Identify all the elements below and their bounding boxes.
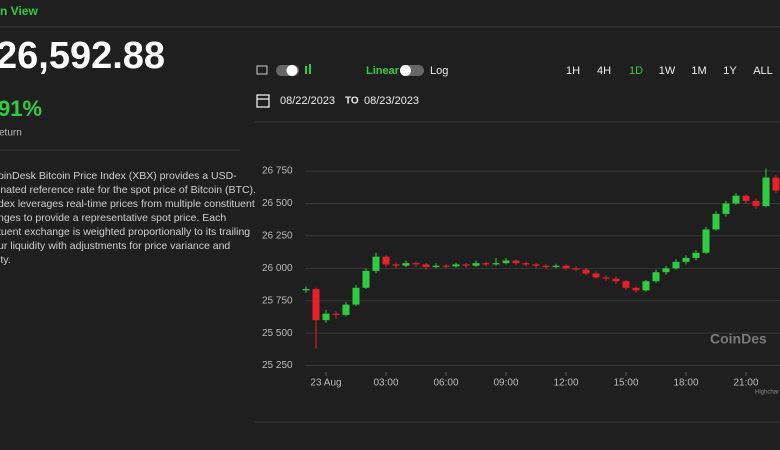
x-tick-label: 15:00	[613, 378, 638, 389]
candle-body	[562, 265, 570, 269]
candle-body	[742, 195, 750, 201]
y-tick-label: 26 000	[262, 263, 293, 274]
range-button[interactable]: 1H	[566, 65, 580, 77]
candle-body	[722, 203, 730, 214]
candle-body	[442, 265, 450, 267]
candle-body	[712, 213, 720, 230]
candle-body	[652, 272, 660, 282]
candle-body	[642, 281, 650, 291]
candle-body	[532, 264, 540, 266]
candle-body	[392, 264, 400, 266]
description: oinDesk Bitcoin Price Index (XBX) provid…	[0, 170, 256, 266]
x-tick-label: 06:00	[433, 378, 458, 389]
description-line: ity.	[0, 254, 11, 266]
x-tick-label: 03:00	[373, 378, 398, 389]
x-tick-label: 21:00	[733, 378, 758, 389]
range-buttons: 1H 4H 1D 1W 1M 1Y ALL	[566, 65, 773, 77]
description-line: inated reference rate for the spot price…	[0, 184, 256, 196]
candle-body	[572, 268, 580, 270]
y-tick-label: 25 750	[262, 295, 293, 306]
x-tick-label: 18:00	[673, 378, 698, 389]
candle-body	[752, 200, 760, 207]
candle-body	[482, 263, 490, 265]
x-tick-label: 23 Aug	[310, 378, 341, 389]
date-to[interactable]: 08/23/2023	[364, 95, 419, 107]
description-line: dex leverages real-time prices from mult…	[0, 198, 255, 210]
candle-body	[352, 287, 360, 305]
candle-body	[492, 263, 500, 265]
description-line: ur liquidity with adjustments for price …	[0, 240, 230, 252]
view-tab[interactable]: n View	[0, 4, 38, 18]
price: 26,592.88	[0, 35, 165, 77]
candle-body	[312, 289, 320, 321]
candle-body	[732, 195, 740, 204]
change-label: eturn	[0, 128, 22, 139]
description-line: nges to provide a representative spot pr…	[0, 212, 226, 224]
candle-body	[422, 264, 430, 268]
candle-body	[762, 177, 770, 207]
watermark: CoinDes	[710, 331, 767, 347]
description-line: oinDesk Bitcoin Price Index (XBX) provid…	[0, 170, 237, 182]
candle-body	[402, 263, 410, 266]
candle-body	[662, 268, 670, 273]
candle-body	[682, 257, 690, 262]
candlestick-chart: 26 750 26 500 26 250 26 000 25 750 25 500 25 2…	[262, 166, 780, 396]
scale-linear[interactable]: Linear	[366, 65, 400, 77]
y-tick-label: 25 500	[262, 328, 293, 339]
y-tick-label: 26 250	[262, 231, 293, 242]
date-from[interactable]: 08/22/2023	[280, 95, 335, 107]
range-button[interactable]: ALL	[753, 65, 773, 77]
date-separator: TO	[345, 96, 359, 107]
y-tick-label: 26 500	[262, 198, 293, 209]
candle-body	[522, 263, 530, 265]
candle-body	[702, 229, 710, 253]
calendar-icon[interactable]	[256, 94, 270, 108]
candle-body	[772, 177, 780, 191]
y-tick-label: 25 250	[262, 360, 293, 371]
credit: Highchar	[755, 390, 779, 396]
range-button[interactable]: 1D	[629, 65, 643, 77]
change: 91%	[0, 96, 42, 121]
candle-body	[372, 256, 380, 271]
candle-body	[592, 273, 600, 278]
candle-body	[632, 287, 640, 291]
candle-body	[302, 289, 310, 291]
range-button[interactable]: 4H	[597, 65, 611, 77]
description-line: tuent exchange is weighted proportionall…	[0, 226, 250, 238]
candle-body	[472, 263, 480, 266]
scale-log[interactable]: Log	[430, 65, 448, 77]
range-button[interactable]: 1M	[691, 65, 706, 77]
y-tick-label: 26 750	[262, 166, 293, 177]
candle-body	[552, 265, 560, 268]
range-button[interactable]: 1W	[659, 65, 676, 77]
candle-body	[412, 263, 420, 265]
scale-toggle[interactable]	[400, 65, 424, 76]
candle-body	[612, 278, 620, 282]
candle-body	[622, 281, 630, 288]
candle-body	[542, 265, 550, 268]
candle-body	[452, 264, 460, 267]
candle-body	[462, 264, 470, 266]
candle-body	[342, 304, 350, 315]
candle-body	[332, 313, 340, 315]
x-tick-label: 09:00	[493, 378, 518, 389]
candle-body	[512, 260, 520, 264]
candle-body	[672, 261, 680, 269]
range-button[interactable]: 1Y	[723, 65, 737, 77]
candle-body	[692, 252, 700, 258]
candle-body	[322, 313, 330, 321]
candle-toggle[interactable]	[256, 64, 311, 76]
candle-body	[602, 277, 610, 279]
candle-body	[382, 256, 390, 265]
candle-body	[582, 269, 590, 274]
x-tick-label: 12:00	[553, 378, 578, 389]
candle-body	[362, 270, 370, 288]
candle-body	[502, 260, 510, 264]
candle-body	[432, 265, 440, 268]
